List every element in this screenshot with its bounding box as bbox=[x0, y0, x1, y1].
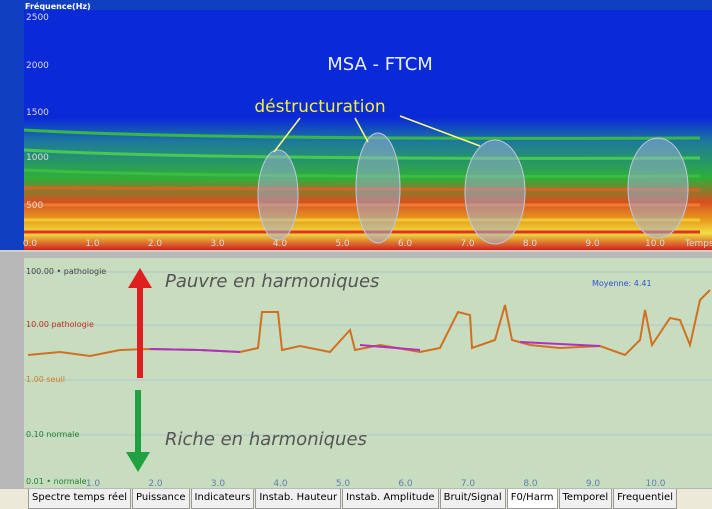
tab[interactable]: Spectre temps réel bbox=[28, 489, 132, 509]
x-tick-label: 6.0 bbox=[398, 239, 413, 249]
tab[interactable]: Temporel bbox=[558, 489, 613, 509]
chart-title: MSA - FTCM bbox=[327, 54, 433, 75]
f0-curve-segment bbox=[149, 341, 601, 353]
annotation: déstructuration bbox=[254, 97, 385, 117]
x-tick-label: 10.0 bbox=[645, 239, 665, 249]
tab[interactable]: Instab. Amplitude bbox=[342, 489, 439, 509]
x-tick-label: 4.0 bbox=[273, 239, 288, 249]
x-tick-label: 8.0 bbox=[523, 239, 538, 249]
x-tick-label: 9.0 bbox=[586, 479, 601, 489]
tab[interactable]: Indicateurs bbox=[190, 489, 255, 509]
x-tick-label: 10.0 bbox=[645, 479, 665, 489]
tab[interactable]: Bruit/Signal bbox=[439, 489, 506, 509]
tab[interactable]: Frequentiel bbox=[613, 489, 677, 509]
tab[interactable]: F0/Harm bbox=[506, 489, 558, 509]
y-tick-label: 1.00 seuil bbox=[26, 375, 65, 384]
arrow-down-head bbox=[126, 452, 150, 472]
x-tick-label: 5.0 bbox=[335, 239, 350, 249]
axis-title: Fréquence(Hz) bbox=[25, 1, 91, 11]
x-tick-label: 3.0 bbox=[210, 239, 225, 249]
annotation-bottom: Riche en harmoniques bbox=[165, 429, 367, 450]
y-tick-label: 0.10 normale bbox=[26, 430, 79, 439]
y-tick-label: 0.01 • normale bbox=[26, 477, 87, 486]
x-tick-label: 0.0 bbox=[23, 239, 38, 249]
tab-bar: Spectre temps réel Puissance Indicateurs In… bbox=[0, 489, 712, 509]
x-tick-label: 9.0 bbox=[585, 239, 600, 249]
y-tick-label: 1000 bbox=[26, 153, 49, 163]
y-tick-label: 100.00 • pathologie bbox=[26, 267, 106, 276]
x-axis-title: Temps bbox=[684, 239, 712, 249]
mean-label: Moyenne: 4.41 bbox=[592, 279, 652, 288]
annotation-top: Pauvre en harmoniques bbox=[165, 271, 379, 292]
y-tick-label: 2500 bbox=[26, 13, 49, 23]
tab[interactable]: Puissance bbox=[132, 489, 190, 509]
x-tick-label: 1.0 bbox=[85, 239, 100, 249]
x-tick-label: 2.0 bbox=[148, 239, 163, 249]
x-tick-label: 4.0 bbox=[273, 479, 288, 489]
arrow-up-head bbox=[128, 268, 152, 288]
x-tick-label: 7.0 bbox=[461, 479, 476, 489]
x-tick-label: 7.0 bbox=[460, 239, 475, 249]
screen: Fréquence(Hz) MSA - FTCM déstructuration… bbox=[0, 0, 712, 489]
x-tick-label: 2.0 bbox=[148, 479, 163, 489]
y-tick-label: 1500 bbox=[26, 108, 49, 118]
annotation-arrows bbox=[273, 115, 481, 153]
x-tick-label: 8.0 bbox=[523, 479, 538, 489]
y-tick-label: 500 bbox=[26, 201, 43, 211]
y-tick-label: 2000 bbox=[26, 61, 49, 71]
x-tick-label: 6.0 bbox=[398, 479, 413, 489]
highlight-ellipses bbox=[257, 132, 689, 245]
x-tick-label: 5.0 bbox=[336, 479, 351, 489]
y-tick-label: 10.00 pathologie bbox=[26, 320, 94, 329]
x-tick-label: 1.0 bbox=[86, 479, 101, 489]
tab[interactable]: Instab. Hauteur bbox=[255, 489, 342, 509]
x-tick-label: 3.0 bbox=[211, 479, 226, 489]
